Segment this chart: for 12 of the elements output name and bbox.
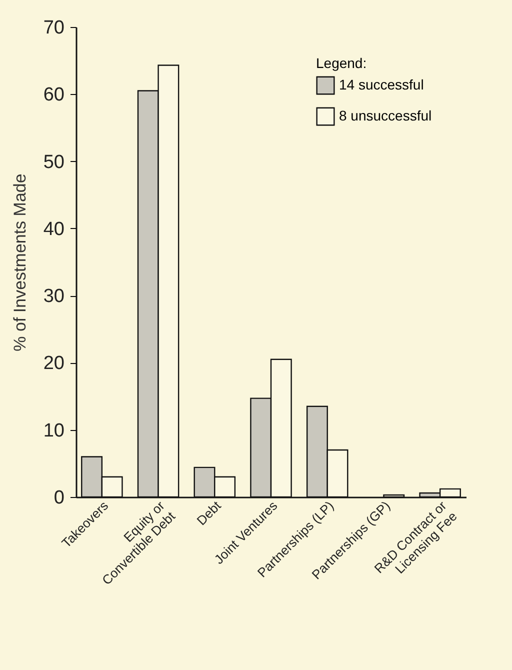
y-tick-label: 50 [43,152,64,173]
y-axis-title: % of Investments Made [10,174,30,352]
legend-label: 8 unsuccessful [339,108,432,124]
legend-title: Legend: [316,55,367,71]
y-tick-label: 70 [43,18,64,38]
y-tick-label: 10 [43,420,64,442]
y-tick-label: 40 [43,218,64,240]
y-tick-label: 60 [43,84,64,106]
y-tick-label: 30 [43,286,64,308]
legend-label: 14 successful [339,76,424,92]
y-tick-label: 0 [54,488,64,508]
y-tick-label: 20 [43,353,64,374]
